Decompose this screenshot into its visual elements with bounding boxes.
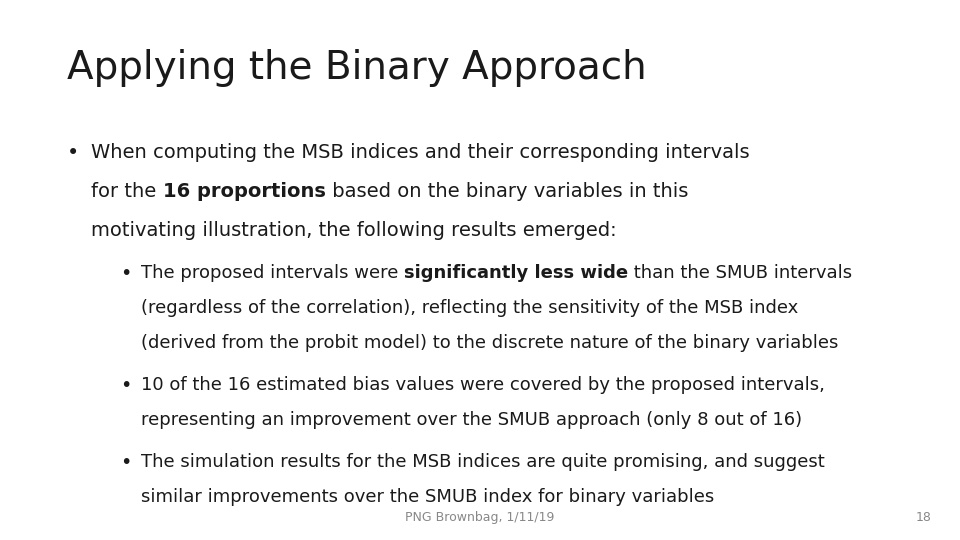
Text: based on the binary variables in this: based on the binary variables in this bbox=[325, 182, 688, 201]
Text: motivating illustration, the following results emerged:: motivating illustration, the following r… bbox=[91, 221, 617, 240]
Text: (derived from the probit model) to the discrete nature of the binary variables: (derived from the probit model) to the d… bbox=[141, 334, 838, 352]
Text: •: • bbox=[120, 264, 132, 282]
Text: When computing the MSB indices and their corresponding intervals: When computing the MSB indices and their… bbox=[91, 143, 750, 162]
Text: for the: for the bbox=[91, 182, 162, 201]
Text: •: • bbox=[120, 376, 132, 395]
Text: than the SMUB intervals: than the SMUB intervals bbox=[629, 264, 852, 282]
Text: 16 proportions: 16 proportions bbox=[162, 182, 325, 201]
Text: significantly less wide: significantly less wide bbox=[404, 264, 629, 282]
Text: representing an improvement over the SMUB approach (only 8 out of 16): representing an improvement over the SMU… bbox=[141, 411, 803, 429]
Text: PNG Brownbag, 1/11/19: PNG Brownbag, 1/11/19 bbox=[405, 511, 555, 524]
Text: similar improvements over the SMUB index for binary variables: similar improvements over the SMUB index… bbox=[141, 488, 714, 507]
Text: The simulation results for the MSB indices are quite promising, and suggest: The simulation results for the MSB indic… bbox=[141, 453, 825, 471]
Text: 10 of the 16 estimated bias values were covered by the proposed intervals,: 10 of the 16 estimated bias values were … bbox=[141, 376, 825, 394]
Text: (regardless of the correlation), reflecting the sensitivity of the MSB index: (regardless of the correlation), reflect… bbox=[141, 299, 799, 317]
Text: •: • bbox=[67, 143, 80, 163]
Text: Applying the Binary Approach: Applying the Binary Approach bbox=[67, 49, 647, 86]
Text: 18: 18 bbox=[915, 511, 931, 524]
Text: The proposed intervals were: The proposed intervals were bbox=[141, 264, 404, 282]
Text: •: • bbox=[120, 453, 132, 472]
